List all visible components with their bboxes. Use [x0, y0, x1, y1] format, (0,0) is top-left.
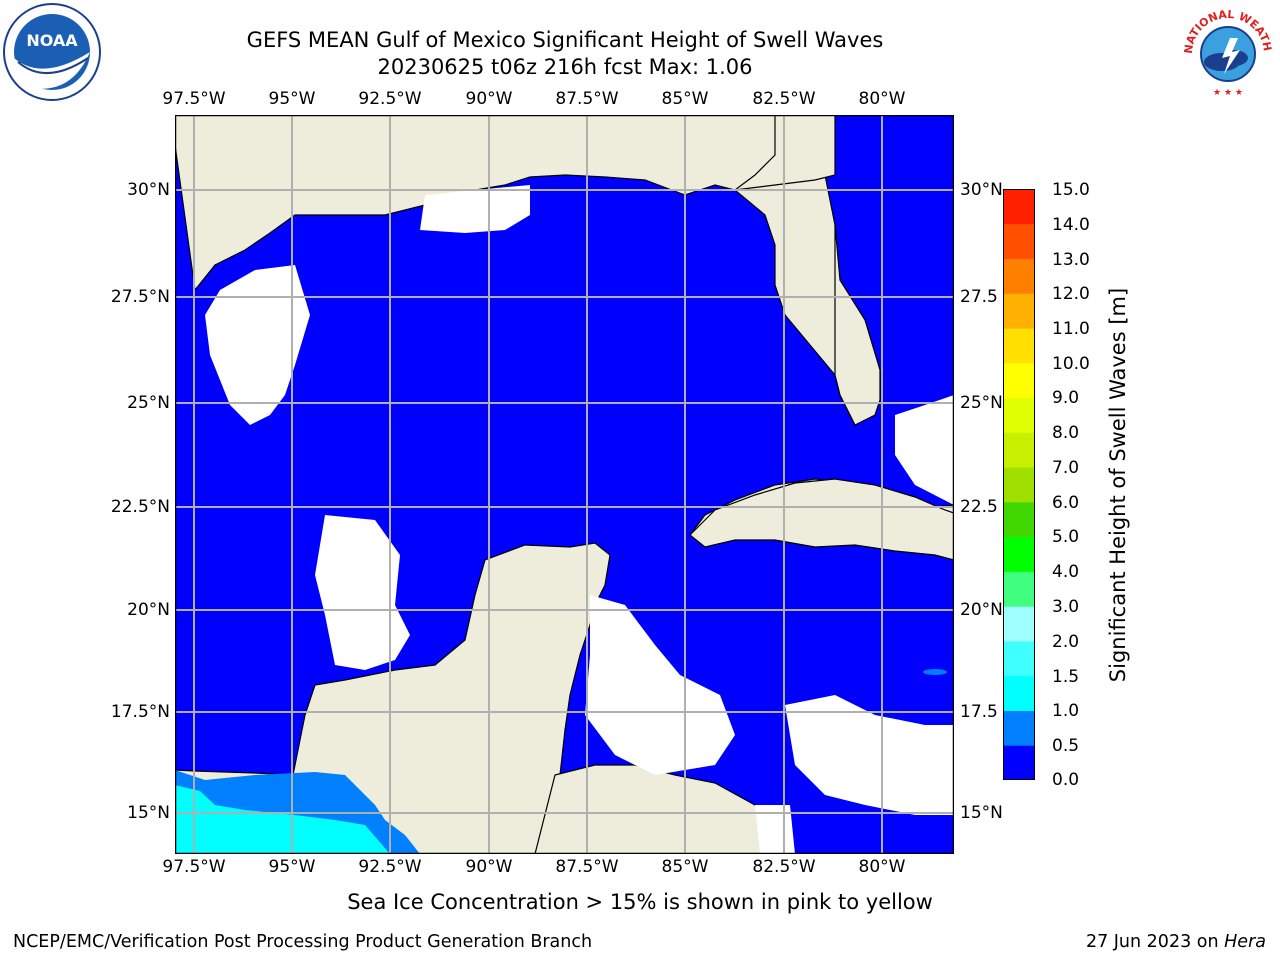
colorbar-tick: 0.5 [1052, 736, 1080, 756]
colorbar-bin [1003, 432, 1035, 468]
colorbar [1003, 189, 1035, 781]
lon-tick-top: 95°W [268, 89, 316, 109]
nws-logo: NATIONAL WEATHER SERVICE ★ ★ ★ [1174, 0, 1278, 102]
lon-tick-bottom: 97.5°W [162, 857, 226, 877]
lat-tick-left: 30°N [127, 180, 170, 200]
colorbar-bin [1003, 710, 1035, 746]
lon-tick-bottom: 85°W [661, 857, 709, 877]
noaa-logo: NOAA [2, 2, 102, 102]
lat-tick-left: 20°N [127, 600, 170, 620]
lon-tick-top: 97.5°W [162, 89, 226, 109]
map-svg [174, 114, 955, 855]
lon-tick-bottom: 92.5°W [358, 857, 422, 877]
colorbar-tick: 14.0 [1052, 215, 1090, 235]
colorbar-bin [1003, 328, 1035, 364]
graticule [175, 115, 954, 854]
colorbar-bin [1003, 397, 1035, 433]
colorbar-tick: 0.0 [1052, 770, 1080, 790]
map-panel [174, 114, 955, 855]
lon-tick-bottom: 95°W [268, 857, 316, 877]
lat-tick-right: 25°N [960, 393, 1003, 413]
footer-host: Hera [1224, 932, 1266, 952]
chart-title-line2: 20230625 t06z 216h fcst Max: 1.06 [377, 55, 753, 79]
colorbar-label-wrap: Significant Height of Swell Waves [m] [1095, 190, 1165, 780]
colorbar-tick: 10.0 [1052, 354, 1090, 374]
colorbar-tick: 4.0 [1052, 562, 1080, 582]
lat-tick-left: 22.5°N [110, 497, 170, 517]
pacific-water-high [175, 785, 390, 854]
footer-left: NCEP/EMC/Verification Post Processing Pr… [13, 932, 593, 952]
lon-tick-top: 80°W [858, 89, 906, 109]
colorbar-tick: 7.0 [1052, 458, 1080, 478]
colorbar-bin [1003, 745, 1035, 781]
footer-date: 27 Jun 2023 on [1085, 932, 1225, 952]
colorbar-tick: 1.0 [1052, 701, 1080, 721]
colorbar-tick: 9.0 [1052, 388, 1080, 408]
noaa-logo-text: NOAA [26, 31, 78, 50]
footer-right: 27 Jun 2023 on Hera [1086, 932, 1266, 952]
lon-tick-bottom: 82.5°W [752, 857, 816, 877]
colorbar-tick: 5.0 [1052, 527, 1080, 547]
lat-tick-left: 25°N [127, 393, 170, 413]
lat-tick-right: 17.5 [960, 702, 998, 722]
colorbar-tick: 12.0 [1052, 284, 1090, 304]
sea-ice-note: Sea Ice Concentration > 15% is shown in … [347, 890, 933, 914]
colorbar-bin [1003, 293, 1035, 329]
colorbar-tick: 1.5 [1052, 667, 1080, 687]
chart-title-line1: GEFS MEAN Gulf of Mexico Significant Hei… [246, 28, 884, 52]
colorbar-tick: 3.0 [1052, 597, 1080, 617]
lat-tick-right: 15°N [960, 803, 1003, 823]
lat-tick-left: 15°N [127, 803, 170, 823]
colorbar-bin [1003, 675, 1035, 711]
colorbar-bin [1003, 223, 1035, 260]
lon-tick-bottom: 90°W [465, 857, 513, 877]
colorbar-bin [1003, 606, 1035, 642]
colorbar-bin [1003, 189, 1035, 225]
colorbar-tick: 15.0 [1052, 180, 1090, 200]
lat-tick-right: 30°N [960, 180, 1003, 200]
colorbar-tick: 11.0 [1052, 319, 1090, 339]
colorbar-tick: 13.0 [1052, 250, 1090, 270]
lon-tick-top: 90°W [465, 89, 513, 109]
lat-tick-right: 27.5 [960, 287, 998, 307]
colorbar-bin [1003, 467, 1035, 503]
lon-tick-top: 82.5°W [752, 89, 816, 109]
svg-text:★ ★ ★: ★ ★ ★ [1213, 88, 1243, 98]
colorbar-bin [1003, 571, 1035, 607]
colorbar-outline [1003, 189, 1035, 780]
lat-tick-left: 27.5°N [110, 287, 170, 307]
lat-tick-left: 17.5°N [110, 702, 170, 722]
colorbar-tick: 6.0 [1052, 493, 1080, 513]
lat-tick-right: 20°N [960, 600, 1003, 620]
colorbar-bin [1003, 362, 1035, 399]
colorbar-bin [1003, 501, 1035, 538]
colorbar-tick: 8.0 [1052, 423, 1080, 443]
lat-tick-right: 22.5 [960, 497, 998, 517]
lon-tick-bottom: 87.5°W [555, 857, 619, 877]
lon-tick-bottom: 80°W [858, 857, 906, 877]
lon-tick-top: 85°W [661, 89, 709, 109]
colorbar-bin [1003, 258, 1035, 294]
colorbar-tick: 2.0 [1052, 632, 1080, 652]
lon-tick-top: 87.5°W [555, 89, 619, 109]
no-data-regions [205, 185, 954, 854]
colorbar-bin [1003, 536, 1035, 572]
colorbar-label: Significant Height of Swell Waves [m] [1106, 288, 1130, 682]
colorbar-svg [1003, 189, 1035, 781]
lon-tick-top: 92.5°W [358, 89, 422, 109]
colorbar-bin [1003, 640, 1035, 677]
